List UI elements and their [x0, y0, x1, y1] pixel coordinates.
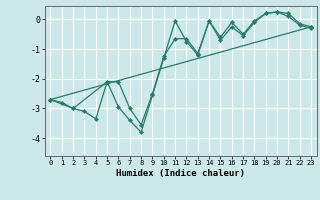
X-axis label: Humidex (Indice chaleur): Humidex (Indice chaleur): [116, 169, 245, 178]
